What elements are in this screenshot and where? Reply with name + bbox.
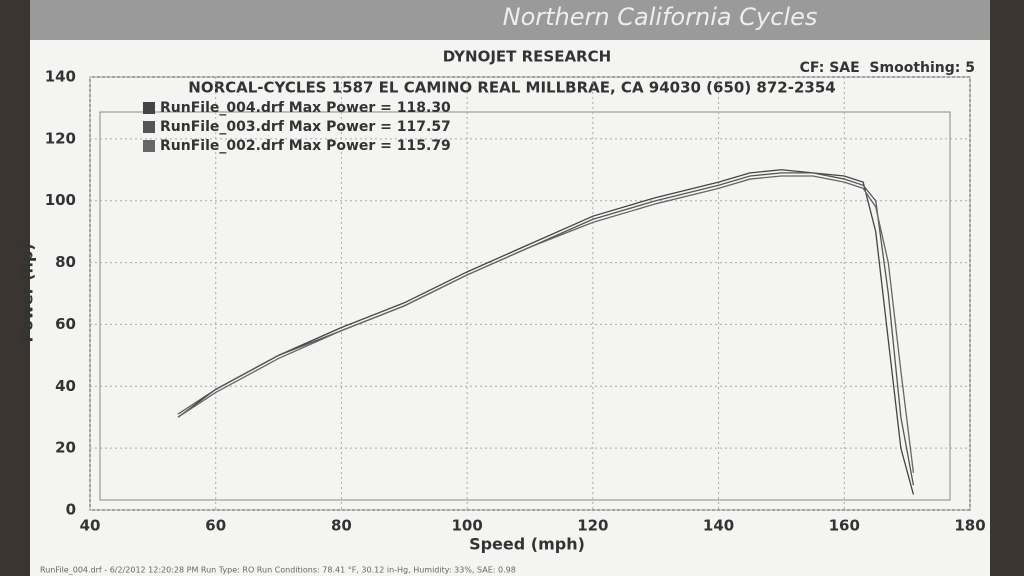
x-tick-label: 180 xyxy=(954,517,985,535)
y-axis-label: Power (hp) xyxy=(18,243,37,342)
x-tick-label: 140 xyxy=(703,517,734,535)
banner xyxy=(30,0,990,40)
series-line xyxy=(177,169,915,495)
x-tick-label: 120 xyxy=(577,517,608,535)
x-tick-label: 80 xyxy=(331,517,352,535)
legend-marker xyxy=(143,102,155,114)
y-tick-label: 140 xyxy=(45,68,76,86)
chart-title: DYNOJET RESEARCH xyxy=(443,48,611,66)
x-tick-label: 40 xyxy=(80,517,101,535)
series-line xyxy=(177,175,915,473)
y-tick-label: 20 xyxy=(55,439,76,457)
settings-note: CF: SAE Smoothing: 5 xyxy=(800,60,975,76)
x-axis-label: Speed (mph) xyxy=(469,535,585,554)
legend-marker xyxy=(143,121,155,133)
y-tick-label: 100 xyxy=(45,191,76,209)
footer: RunFile_004.drf - 6/2/2012 12:20:28 PM R… xyxy=(40,566,516,575)
paper xyxy=(30,0,990,576)
legend-marker xyxy=(143,140,155,152)
y-tick-label: 80 xyxy=(55,253,76,271)
x-tick-label: 60 xyxy=(205,517,226,535)
banner-text: Northern California Cycles xyxy=(503,3,818,31)
y-tick-label: 0 xyxy=(66,501,76,519)
y-tick-label: 40 xyxy=(55,377,76,395)
legend-entry: RunFile_003.drf Max Power = 117.57 xyxy=(160,119,451,135)
x-tick-label: 100 xyxy=(451,517,482,535)
chart-subtitle: NORCAL-CYCLES 1587 EL CAMINO REAL MILLBR… xyxy=(188,79,835,97)
y-tick-label: 60 xyxy=(55,315,76,333)
legend-entry: RunFile_004.drf Max Power = 118.30 xyxy=(160,100,451,116)
inner-frame xyxy=(99,111,951,501)
x-tick-label: 160 xyxy=(829,517,860,535)
y-tick-label: 120 xyxy=(45,129,76,147)
legend-entry: RunFile_002.drf Max Power = 115.79 xyxy=(160,138,451,154)
